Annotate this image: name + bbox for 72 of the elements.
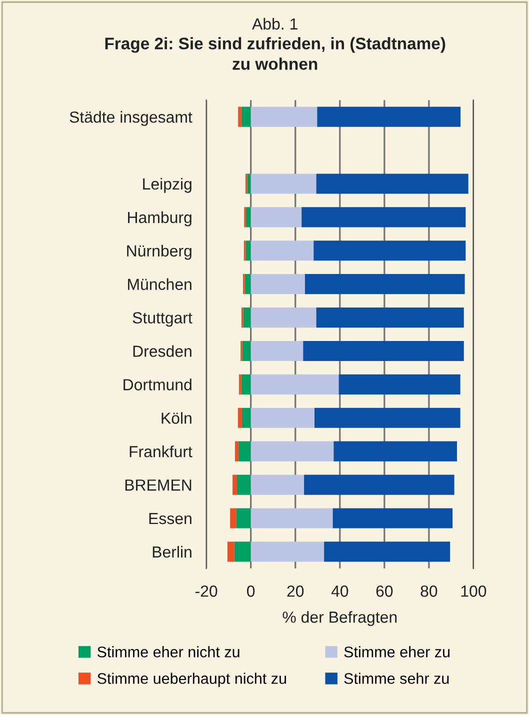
legend-label: Stimme sehr zu bbox=[344, 672, 449, 684]
y-tick-label: München bbox=[128, 278, 192, 290]
bar bbox=[238, 408, 242, 428]
bar bbox=[250, 174, 316, 194]
bar bbox=[250, 474, 304, 495]
x-tick-label: 20 bbox=[287, 586, 304, 597]
bar bbox=[238, 106, 242, 127]
bar bbox=[314, 408, 460, 428]
chart-subtitle: Abb. 1 bbox=[252, 18, 298, 30]
bar bbox=[234, 542, 251, 562]
bar bbox=[235, 441, 239, 462]
bar bbox=[250, 308, 316, 328]
bar bbox=[242, 408, 251, 428]
y-tick-label: Leipzig bbox=[143, 178, 192, 193]
y-tick-label: Nürnberg bbox=[127, 244, 192, 260]
bar bbox=[230, 508, 236, 528]
bar bbox=[250, 441, 334, 462]
y-tick-label: BREMEN bbox=[125, 480, 192, 491]
bar bbox=[250, 508, 333, 528]
bar bbox=[250, 408, 315, 428]
bar bbox=[314, 240, 466, 261]
bar bbox=[247, 174, 251, 194]
bar bbox=[324, 542, 450, 562]
bar bbox=[246, 240, 251, 261]
y-tick-label: Essen bbox=[149, 513, 192, 524]
y-tick-label: Städte insgesamt bbox=[70, 111, 192, 126]
x-tick-label: 60 bbox=[376, 586, 393, 597]
bar bbox=[250, 542, 324, 562]
bar bbox=[334, 441, 457, 462]
bar bbox=[338, 374, 460, 394]
legend-label: Stimme ueberhaupt nicht zu bbox=[98, 672, 286, 687]
bar bbox=[250, 106, 318, 127]
bar bbox=[238, 441, 251, 462]
chart-title: Frage 2i: Sie sind zufrieden, in (Stadtname) zu wohnen bbox=[105, 37, 446, 70]
y-tick-label: Dortmund bbox=[124, 378, 192, 390]
bar bbox=[241, 374, 251, 394]
bar bbox=[227, 542, 234, 562]
x-tick-label: 40 bbox=[331, 586, 348, 597]
bar bbox=[242, 340, 251, 362]
bar bbox=[304, 474, 454, 495]
bar bbox=[243, 308, 251, 328]
bar bbox=[250, 374, 339, 394]
y-tick-label: Frankfurt bbox=[130, 446, 192, 458]
bar bbox=[250, 207, 302, 228]
x-tick-label: 80 bbox=[420, 586, 438, 597]
bar bbox=[246, 207, 251, 228]
y-tick-label: Köln bbox=[162, 412, 192, 424]
bar bbox=[317, 106, 461, 127]
bar bbox=[244, 274, 251, 294]
bar bbox=[250, 274, 305, 294]
bar bbox=[332, 508, 453, 528]
y-tick-label: Dresden bbox=[133, 345, 192, 357]
y-tick-label: Stuttgart bbox=[132, 312, 192, 327]
y-tick-label: Berlin bbox=[152, 546, 192, 558]
bar bbox=[250, 340, 304, 362]
bar bbox=[241, 106, 251, 127]
legend-label: Stimme eher zu bbox=[344, 646, 450, 658]
bar bbox=[316, 174, 468, 194]
bar bbox=[232, 474, 238, 495]
bar bbox=[236, 508, 251, 528]
bar bbox=[316, 308, 464, 328]
x-tick-label: -20 bbox=[195, 586, 218, 597]
bar bbox=[237, 474, 251, 495]
legend-label: Stimme eher nicht zu bbox=[98, 646, 240, 658]
bar bbox=[304, 274, 465, 294]
y-tick-label: Hamburg bbox=[128, 211, 192, 226]
x-tick-label: 100 bbox=[461, 586, 486, 597]
bar bbox=[250, 240, 314, 261]
x-axis-title: % der Befragten bbox=[282, 611, 397, 626]
bar bbox=[303, 340, 464, 362]
bar bbox=[302, 207, 466, 228]
x-tick-label: 0 bbox=[247, 586, 255, 597]
